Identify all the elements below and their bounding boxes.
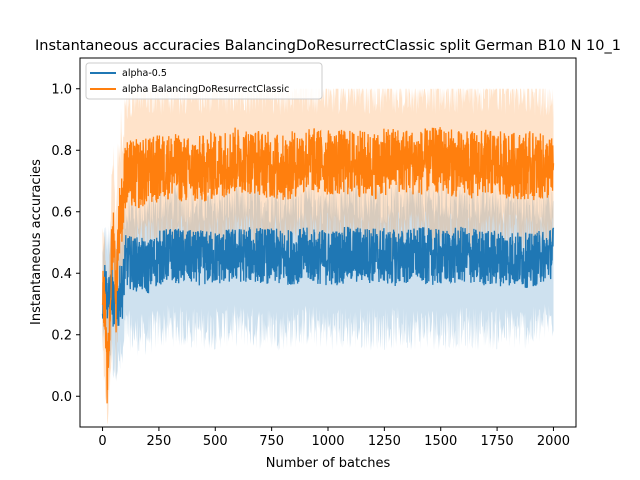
y-tick-label: 0.6 (51, 205, 72, 220)
y-tick-label: 1.0 (51, 82, 72, 97)
x-tick-label: 1000 (311, 434, 344, 449)
legend: alpha-0.5 alpha BalancingDoResurrectClas… (85, 62, 323, 100)
x-tick-label: 750 (259, 434, 284, 449)
line-series-1 (101, 127, 555, 404)
legend-label-1: alpha BalancingDoResurrectClassic (122, 84, 289, 95)
chart-title: Instantaneous accuracies BalancingDoResu… (35, 38, 621, 54)
x-axis-label: Number of batches (266, 456, 391, 471)
y-tick-label: 0.2 (51, 328, 72, 343)
legend-box (85, 62, 323, 100)
line-series-0 (101, 226, 555, 327)
x-tick-label: 1500 (424, 434, 457, 449)
y-tick-label: 0.8 (51, 144, 72, 159)
y-axis: 0.0 0.2 0.4 0.6 0.8 1.0 (51, 82, 80, 405)
x-tick-label: 1250 (368, 434, 401, 449)
band-series-0 (102, 178, 554, 381)
x-tick-label: 2000 (537, 434, 570, 449)
x-tick-label: 500 (203, 434, 228, 449)
x-tick-label: 1750 (481, 434, 514, 449)
y-tick-label: 0.0 (51, 390, 72, 405)
series-lines (101, 127, 555, 404)
y-axis-label: Instantaneous accuracies (29, 159, 44, 325)
legend-label-0: alpha-0.5 (122, 68, 167, 79)
x-tick-label: 0 (98, 434, 106, 449)
x-tick-label: 250 (146, 434, 171, 449)
y-tick-label: 0.4 (51, 267, 72, 282)
x-axis: 0 250 500 750 1000 1250 1500 1750 2000 (98, 427, 570, 449)
